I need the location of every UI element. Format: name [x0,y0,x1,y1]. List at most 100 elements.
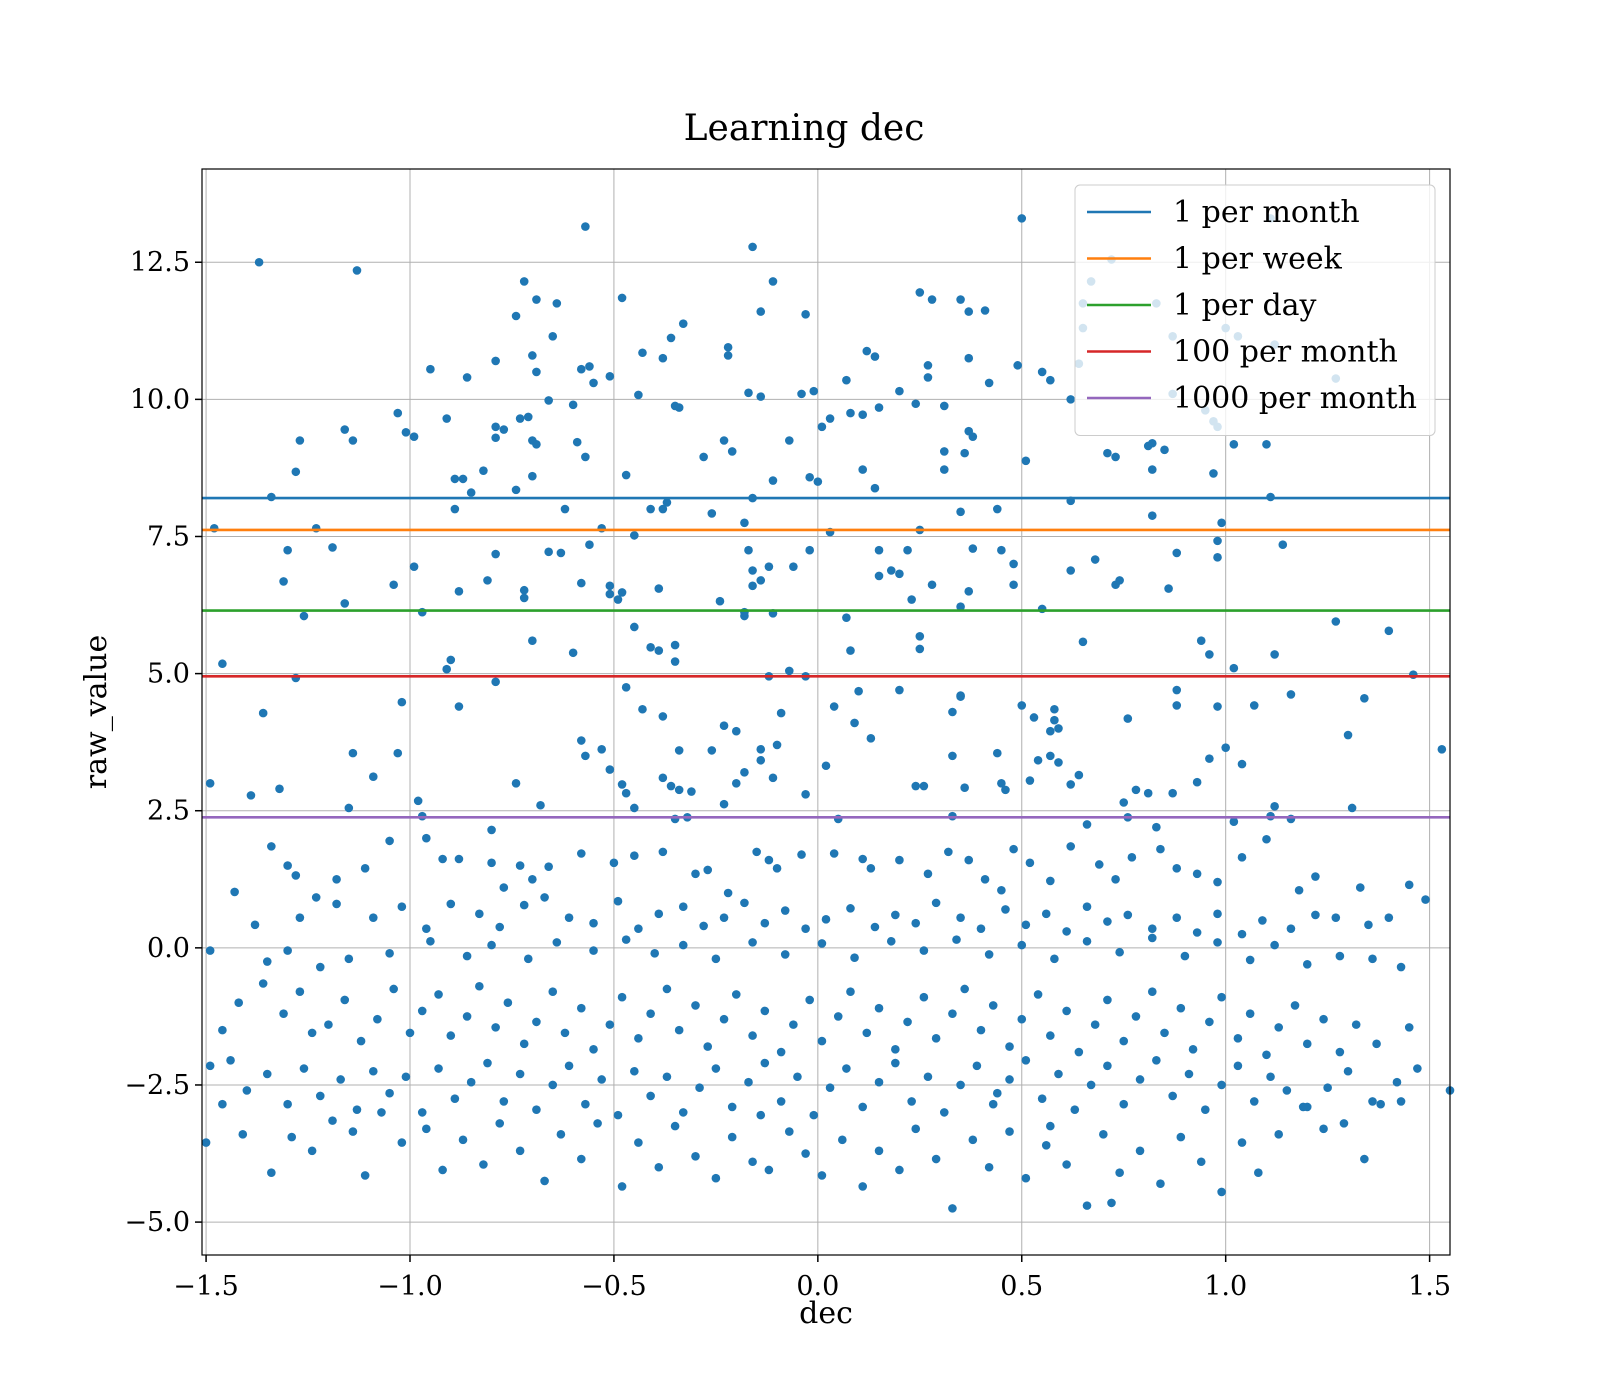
data-point [891,1058,900,1068]
x-tick-label: 0.0 [796,1271,839,1302]
data-point [1017,214,1027,223]
data-point [691,869,700,879]
data-point [939,1108,949,1117]
data-point [1270,802,1279,811]
scatter-points [201,214,1455,1213]
data-point [1025,776,1035,785]
data-point [1213,536,1222,546]
data-point [756,307,766,316]
data-point [377,1108,386,1117]
data-point [842,613,851,622]
data-point [491,422,500,432]
data-point [846,987,855,997]
data-point [279,577,288,586]
data-point [858,410,868,420]
data-point [568,648,578,658]
data-point [927,295,937,304]
data-point [548,331,558,341]
data-point [666,333,676,343]
data-point [283,545,292,555]
data-point [748,242,757,252]
data-point [874,1003,884,1013]
data-point [409,562,419,571]
data-point [789,562,798,571]
data-point [886,936,896,946]
data-point [560,1028,570,1038]
y-axis-label: raw_value [79,635,114,789]
legend-label: 1 per month [1173,195,1360,230]
data-point [992,504,1002,514]
data-point [825,414,835,423]
data-point [572,437,582,447]
data-point [780,906,790,915]
data-point [491,549,500,559]
data-point [1082,1201,1092,1210]
data-point [205,1061,215,1071]
data-point [397,697,407,707]
data-point [821,915,831,924]
data-point [1119,798,1129,807]
data-point [1343,730,1353,740]
data-point [723,342,733,352]
data-point [956,295,965,304]
data-point [858,854,868,864]
data-point [1082,902,1092,912]
data-point [1213,938,1222,947]
data-point [715,596,725,606]
data-point [1421,895,1430,904]
data-point [1041,909,1051,919]
data-point [1205,650,1214,659]
x-tick-label: −1.0 [377,1271,443,1302]
data-point [283,1099,292,1109]
data-point [1229,817,1239,826]
data-point [1213,877,1222,887]
data-point [1262,834,1271,844]
data-point [1311,872,1320,881]
data-point [581,751,590,761]
data-point [1254,1168,1263,1178]
data-point [1099,1130,1108,1139]
data-point [1164,584,1173,593]
data-point [740,607,749,617]
data-point [1343,1066,1353,1076]
data-point [1005,1042,1014,1051]
data-point [756,744,766,754]
data-point [1070,1105,1080,1114]
data-point [980,306,990,315]
legend-box [1074,184,1436,436]
data-point [964,353,974,363]
data-point [948,707,957,717]
data-point [674,403,684,412]
data-point [528,351,537,360]
data-point [678,319,688,328]
data-point [748,1157,757,1167]
data-point [915,288,925,297]
data-point [1046,751,1055,761]
data-point [870,922,880,932]
data-point [658,847,668,857]
data-point [854,686,863,696]
data-point [1037,367,1047,377]
data-point [654,909,664,919]
data-point [454,587,464,596]
data-point [1217,992,1226,1002]
data-point [1172,701,1182,710]
chart-title: Learning dec [684,108,925,149]
data-point [356,1036,366,1046]
data-point [997,885,1006,895]
data-point [295,913,305,922]
data-point [540,893,549,902]
axis-ticks: −1.5 −1.0 −0.5 0.0 0.5 1.0 1.5 −5.0 −2.5 0.0 2.5 5.… [124,247,1451,1302]
data-point [401,427,411,437]
data-point [801,924,810,933]
data-point [568,400,578,410]
data-point [1209,469,1218,478]
data-point [519,1039,529,1049]
data-point [1115,1168,1124,1178]
data-point [858,1182,868,1191]
data-point [1062,1006,1071,1016]
data-point [613,595,623,604]
data-point [997,779,1006,788]
data-point [923,1072,933,1082]
data-point [931,1154,941,1164]
